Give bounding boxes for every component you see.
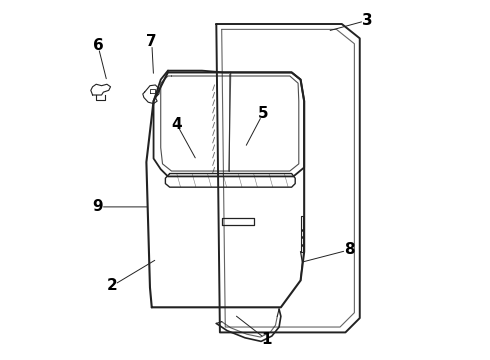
Text: 8: 8 [343,242,354,257]
Text: 2: 2 [107,278,118,293]
Text: 3: 3 [362,13,372,28]
Text: 4: 4 [172,117,182,132]
Text: 9: 9 [93,199,103,215]
Text: 5: 5 [258,106,268,121]
Text: 6: 6 [93,38,103,53]
Text: 7: 7 [147,35,157,49]
Text: 1: 1 [261,332,272,347]
